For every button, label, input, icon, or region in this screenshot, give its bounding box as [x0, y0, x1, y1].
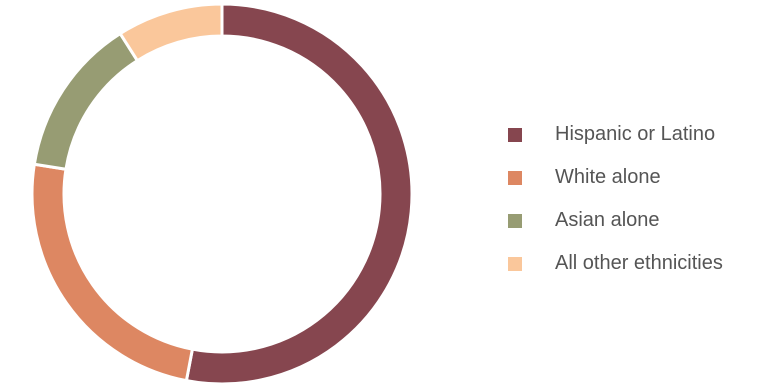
- legend-label: Hispanic or Latino: [555, 123, 716, 145]
- legend-item-all-other-ethnicities: All other ethnicities: [508, 242, 723, 285]
- legend-item-hispanic-or-latino: Hispanic or Latino: [508, 113, 723, 156]
- legend-item-white-alone: White alone: [508, 156, 723, 199]
- legend-swatch: [508, 213, 522, 228]
- legend-label: Asian alone: [555, 209, 660, 231]
- legend-label: White alone: [555, 166, 661, 188]
- legend-swatch: [508, 256, 522, 271]
- donut-slice-all-other-ethnicities: [118, 2, 224, 63]
- legend-swatch: [508, 127, 522, 142]
- legend-item-asian-alone: Asian alone: [508, 199, 723, 242]
- donut-slice-white-alone: [30, 162, 195, 383]
- donut-slice-asian-alone: [32, 31, 140, 171]
- legend-swatch: [508, 170, 522, 185]
- legend-label: All other ethnicities: [555, 252, 723, 274]
- donut-slices: [30, 2, 414, 386]
- donut-slice-hispanic-or-latino: [184, 2, 414, 386]
- legend: Hispanic or Latino White alone Asian alo…: [508, 113, 723, 285]
